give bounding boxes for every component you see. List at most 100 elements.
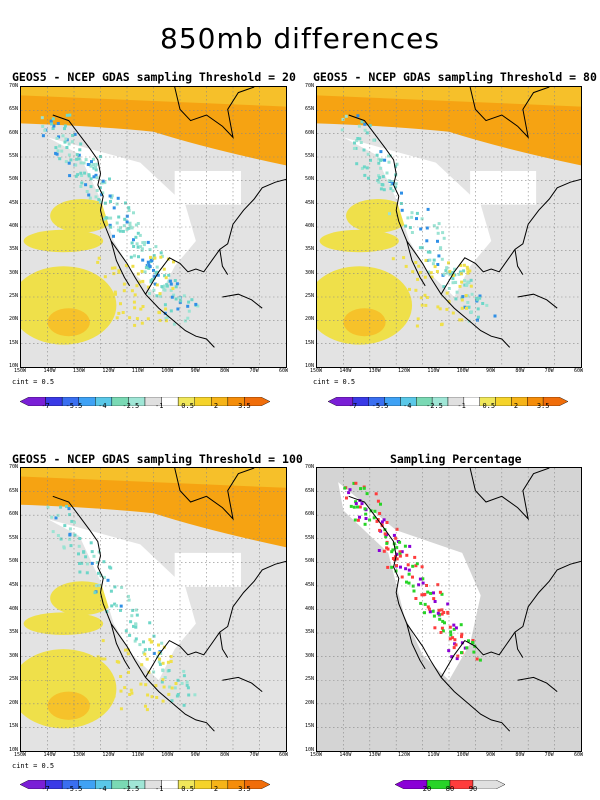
cint-label: cint = 0.5 [313,378,356,386]
anomaly-cell [429,271,433,275]
anomaly-cell [46,505,50,509]
colorbar-swatch [161,396,179,407]
anomaly-cell [420,217,424,221]
sampling-cell [449,633,453,637]
anomaly-cell [400,294,404,298]
anomaly-cell [459,264,463,267]
anomaly-cell [469,278,473,282]
anomaly-cell [118,229,122,233]
anomaly-cell [67,507,71,511]
anomaly-cell [363,173,367,177]
anomaly-cell [84,555,88,559]
anomaly-cell [163,303,167,307]
anomaly-cell [95,694,99,698]
lat-tick-label: 10N [305,747,315,753]
anomaly-cell [106,578,110,582]
anomaly-cell [120,585,124,589]
anomaly-cell [136,231,140,235]
anomaly-cell [414,288,418,292]
sampling-cell [447,649,451,653]
anomaly-cell [109,225,113,229]
colorbar-diff [327,391,569,407]
anomaly-cell [447,261,450,265]
panel-title-sampling-percentage: Sampling Percentage [390,452,522,466]
sampling-cell [415,562,419,566]
anomaly-cell [391,257,395,261]
anomaly-cell [73,132,77,136]
anomaly-cell [112,234,115,238]
coastline-caribbean [222,676,263,692]
anomaly-cell [455,290,459,294]
coastline-gulf [440,560,581,678]
colorbar-label: -7 [348,402,358,410]
sampling-cell [352,505,356,509]
anomaly-cell [122,282,126,286]
anomaly-cell [148,638,152,642]
sampling-cell [465,646,469,650]
lon-tick-label: 60W [574,368,584,374]
anomaly-cell [476,298,480,302]
colorbar-label: -1 [154,402,164,410]
pacific-warm-region [317,266,413,345]
anomaly-cell [94,195,98,199]
sampling-cell [460,635,463,639]
land-neutral-east [174,552,241,587]
anomaly-cell [154,684,158,688]
anomaly-cell [134,637,138,641]
anomaly-cell [457,272,461,276]
sampling-cell [375,519,379,523]
colorbar-label: 0.5 [482,402,496,410]
anomaly-cell [108,177,111,181]
anomaly-cell [377,180,381,184]
anomaly-cell [41,134,45,138]
lat-tick-label: 50N [9,558,19,565]
anomaly-cell [170,295,174,299]
map-threshold-100 [20,467,287,752]
lat-tick-label: 25N [9,293,19,299]
anomaly-cell [157,643,160,647]
anomaly-cell [174,285,178,289]
anomaly-cell [451,271,455,274]
anomaly-cell [132,238,135,242]
sampling-cell [390,565,394,569]
anomaly-cell [162,267,166,271]
anomaly-cell [168,279,172,283]
anomaly-cell [395,162,399,166]
anomaly-cell [146,260,150,264]
sampling-cell [431,609,435,613]
anomaly-cell [110,604,114,608]
anomaly-cell [160,680,164,684]
sampling-cell [407,572,411,576]
north-warm-edge [21,87,286,107]
sampling-cell [442,611,446,614]
lon-tick-label: 110W [131,752,144,758]
anomaly-cell [100,672,104,676]
sampling-cell [398,552,402,556]
anomaly-cell [182,703,186,707]
lon-tick-label: 60W [279,368,289,374]
anomaly-cell [461,295,465,299]
anomaly-cell [152,274,156,278]
anomaly-cell [96,658,100,662]
sampling-cell [449,630,453,634]
anomaly-cell [59,505,63,509]
anomaly-cell [391,180,395,184]
north-warm-region [21,87,286,166]
lon-tick-label: 130W [368,752,381,758]
anomaly-cell [344,114,348,118]
anomaly-cell [383,158,387,162]
anomaly-cell [458,318,462,322]
anomaly-cell [423,275,427,279]
sampling-cell [395,527,399,531]
sampling-cell [433,626,437,630]
lat-tick-label: 55N [9,534,19,541]
lon-tick-label: 140W [43,752,56,758]
lat-tick-label: 55N [305,534,315,541]
lat-tick-label: 20N [305,699,315,706]
anomaly-cell [109,200,112,203]
anomaly-cell [152,276,156,280]
lat-tick-label: 35N [9,629,19,636]
anomaly-cell [135,242,139,246]
anomaly-cell [63,524,67,528]
anomaly-cell [89,164,93,168]
